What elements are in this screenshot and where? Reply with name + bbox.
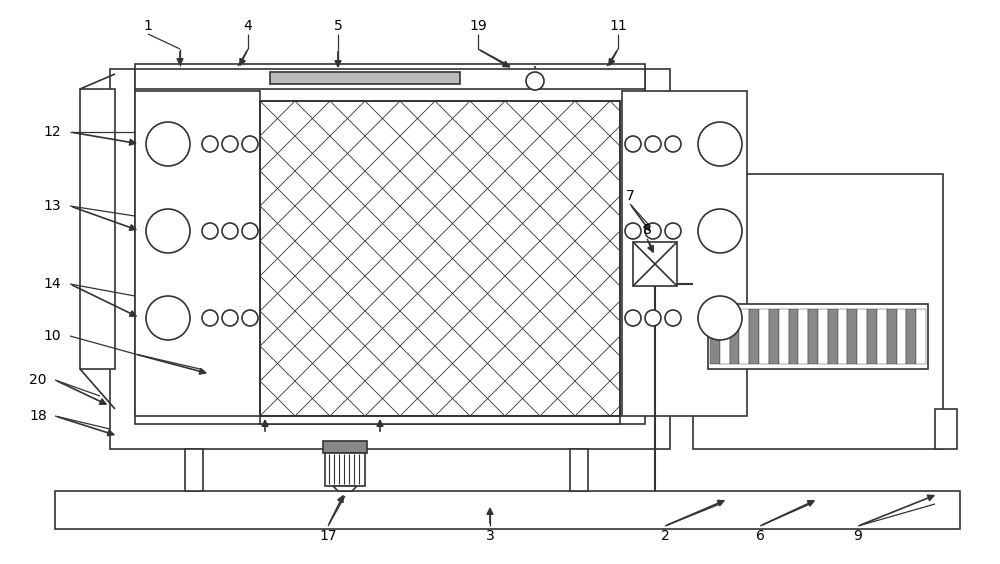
- Text: 12: 12: [43, 125, 61, 139]
- Bar: [570, 449, 588, 491]
- Circle shape: [625, 310, 641, 326]
- Text: 13: 13: [43, 199, 61, 213]
- Text: 19: 19: [469, 19, 487, 33]
- Circle shape: [625, 223, 641, 239]
- Bar: [135, 69, 645, 89]
- Text: 18: 18: [29, 409, 47, 423]
- Circle shape: [222, 136, 238, 152]
- Bar: [270, 72, 460, 84]
- Bar: [708, 304, 928, 369]
- Bar: [110, 69, 670, 449]
- Circle shape: [665, 223, 681, 239]
- Text: 14: 14: [43, 277, 61, 291]
- Text: 2: 2: [661, 529, 669, 543]
- Circle shape: [146, 209, 190, 253]
- Bar: [710, 309, 720, 364]
- Circle shape: [146, 296, 190, 340]
- Bar: [867, 309, 877, 364]
- Circle shape: [698, 209, 742, 253]
- Bar: [857, 309, 867, 364]
- Text: 5: 5: [334, 19, 342, 33]
- Bar: [828, 309, 838, 364]
- Text: 1: 1: [144, 19, 152, 33]
- Text: 17: 17: [319, 529, 337, 543]
- Circle shape: [146, 122, 190, 166]
- Circle shape: [665, 136, 681, 152]
- Bar: [325, 453, 365, 486]
- Bar: [877, 309, 887, 364]
- Bar: [838, 309, 847, 364]
- Circle shape: [645, 223, 661, 239]
- Text: 3: 3: [486, 529, 494, 543]
- Text: 10: 10: [43, 329, 61, 343]
- Bar: [80, 89, 115, 369]
- Polygon shape: [333, 486, 357, 491]
- Circle shape: [242, 310, 258, 326]
- Bar: [260, 101, 620, 416]
- Bar: [622, 91, 747, 416]
- Bar: [693, 174, 943, 449]
- Circle shape: [698, 122, 742, 166]
- Circle shape: [202, 310, 218, 326]
- Bar: [135, 64, 645, 424]
- Circle shape: [698, 296, 742, 340]
- Bar: [55, 491, 960, 529]
- Text: 9: 9: [854, 529, 862, 543]
- Circle shape: [242, 136, 258, 152]
- Text: 20: 20: [29, 373, 47, 387]
- Bar: [897, 309, 906, 364]
- Bar: [260, 416, 620, 424]
- Circle shape: [645, 310, 661, 326]
- Bar: [935, 409, 957, 449]
- Circle shape: [526, 72, 544, 90]
- Circle shape: [625, 136, 641, 152]
- Bar: [887, 309, 897, 364]
- Bar: [779, 309, 789, 364]
- Text: 4: 4: [244, 19, 252, 33]
- Bar: [759, 309, 769, 364]
- Circle shape: [222, 223, 238, 239]
- Bar: [749, 309, 759, 364]
- Bar: [847, 309, 857, 364]
- Circle shape: [202, 136, 218, 152]
- Bar: [135, 91, 260, 416]
- Bar: [260, 101, 620, 416]
- Bar: [739, 309, 749, 364]
- Bar: [916, 309, 926, 364]
- Circle shape: [242, 223, 258, 239]
- Text: 11: 11: [609, 19, 627, 33]
- Circle shape: [645, 136, 661, 152]
- Circle shape: [222, 310, 238, 326]
- Bar: [185, 449, 203, 491]
- Bar: [720, 309, 730, 364]
- Bar: [808, 309, 818, 364]
- Bar: [906, 309, 916, 364]
- Text: 6: 6: [756, 529, 764, 543]
- Bar: [769, 309, 779, 364]
- Bar: [789, 309, 798, 364]
- Bar: [633, 242, 677, 286]
- Text: 7: 7: [626, 189, 634, 203]
- Text: 8: 8: [643, 223, 651, 237]
- Circle shape: [202, 223, 218, 239]
- Bar: [730, 309, 739, 364]
- Bar: [818, 309, 828, 364]
- Bar: [798, 309, 808, 364]
- Circle shape: [665, 310, 681, 326]
- Bar: [323, 441, 367, 453]
